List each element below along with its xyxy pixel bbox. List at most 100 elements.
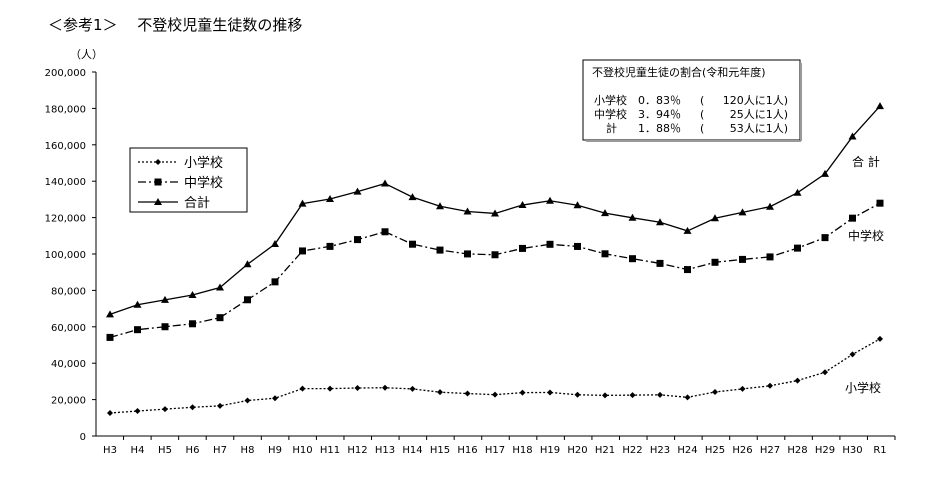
legend-marker [154, 198, 162, 205]
y-tick-label: 120,000 [45, 214, 86, 225]
y-tick-label: 0 [80, 432, 86, 443]
data-point [491, 209, 499, 217]
annotation-row-ratio: 120人に1人) [723, 94, 788, 107]
data-point [464, 390, 471, 397]
x-tick-label: H7 [213, 445, 227, 456]
series-line [109, 202, 881, 339]
y-tick-label: 180,000 [45, 104, 86, 115]
data-point [353, 187, 362, 195]
data-point [216, 314, 224, 322]
data-point [767, 382, 773, 389]
x-tick-label: H19 [540, 445, 560, 456]
data-point [217, 402, 223, 409]
data-point [519, 389, 526, 396]
data-point [547, 389, 553, 396]
x-tick-label: H23 [650, 445, 670, 456]
data-point [381, 228, 389, 236]
data-point [299, 385, 306, 392]
y-tick-label: 40,000 [51, 359, 86, 370]
data-point [821, 169, 829, 177]
data-point [766, 202, 774, 210]
x-tick-label: H20 [567, 445, 587, 456]
data-point [657, 391, 663, 398]
data-point [354, 385, 361, 392]
data-point [602, 392, 608, 399]
data-point [244, 296, 251, 304]
data-point [849, 351, 856, 358]
data-point [821, 234, 829, 242]
series-end-label: 合 計 [852, 154, 880, 169]
x-tick-label: H15 [430, 445, 450, 456]
data-point [849, 214, 856, 222]
data-point [518, 201, 527, 209]
annotation-row-pct: 3．94％ [638, 108, 681, 121]
data-point [876, 199, 884, 207]
series-line [109, 338, 881, 414]
data-point [188, 291, 197, 299]
legend-label: 合計 [184, 195, 210, 211]
legend-marker [154, 178, 162, 186]
y-tick-label: 20,000 [51, 396, 86, 407]
data-point [216, 283, 224, 291]
data-point [408, 193, 417, 201]
data-point [189, 320, 196, 328]
annotation-row-label: 計 [606, 121, 617, 135]
y-tick-label: 60,000 [51, 323, 86, 334]
data-point [134, 408, 141, 415]
data-point [848, 132, 857, 140]
annotation-row-paren: ( [700, 108, 704, 121]
page-title: ＜参考1＞ 不登校児童生徒数の推移 [48, 16, 302, 34]
data-point [739, 255, 746, 263]
annotation-title: 不登校児童生徒の割合(令和元年度) [592, 65, 766, 79]
x-tick-label: H11 [320, 445, 340, 456]
data-point [712, 389, 718, 396]
data-point [106, 333, 114, 341]
x-tick-label: H9 [268, 445, 282, 456]
data-point [133, 300, 142, 308]
data-point [683, 226, 692, 234]
x-tick-label: H6 [186, 445, 200, 456]
data-point [877, 335, 883, 342]
data-point [409, 385, 416, 392]
data-point [243, 260, 252, 268]
data-point [519, 244, 526, 252]
legend-marker [155, 159, 161, 165]
data-point [711, 214, 719, 222]
series-end-label: 中学校 [848, 228, 884, 243]
data-point [628, 213, 637, 221]
data-point [134, 326, 141, 334]
annotation-row-pct: 1．88％ [638, 122, 681, 135]
data-point [436, 246, 444, 254]
y-tick-label: 160,000 [45, 141, 86, 152]
x-tick-label: H27 [760, 445, 780, 456]
data-point [189, 404, 196, 411]
data-point [656, 259, 664, 267]
y-tick-label: 140,000 [45, 177, 86, 188]
annotation-row-pct: 0．83％ [638, 94, 681, 107]
data-point [381, 179, 389, 187]
data-point [629, 392, 636, 399]
data-point [271, 240, 279, 248]
series-合計 [106, 102, 884, 318]
x-tick-label: H28 [787, 445, 807, 456]
data-point [491, 251, 499, 259]
data-point [326, 242, 334, 250]
series-小学校 [107, 335, 883, 416]
data-point [298, 199, 307, 207]
data-point [492, 391, 498, 398]
data-point [574, 391, 581, 398]
series-中学校 [106, 199, 884, 341]
y-tick-label: 80,000 [51, 286, 86, 297]
annotation-row-ratio: 25人に1人) [730, 108, 788, 121]
y-axis-label: （人） [70, 48, 103, 61]
data-point [684, 266, 691, 274]
x-tick-label: H30 [842, 445, 862, 456]
data-point [684, 394, 691, 401]
data-point [546, 196, 554, 204]
x-tick-label: H14 [402, 445, 422, 456]
data-point [299, 247, 306, 255]
x-tick-label: H21 [595, 445, 615, 456]
x-tick-label: H18 [512, 445, 532, 456]
data-point [574, 242, 581, 250]
